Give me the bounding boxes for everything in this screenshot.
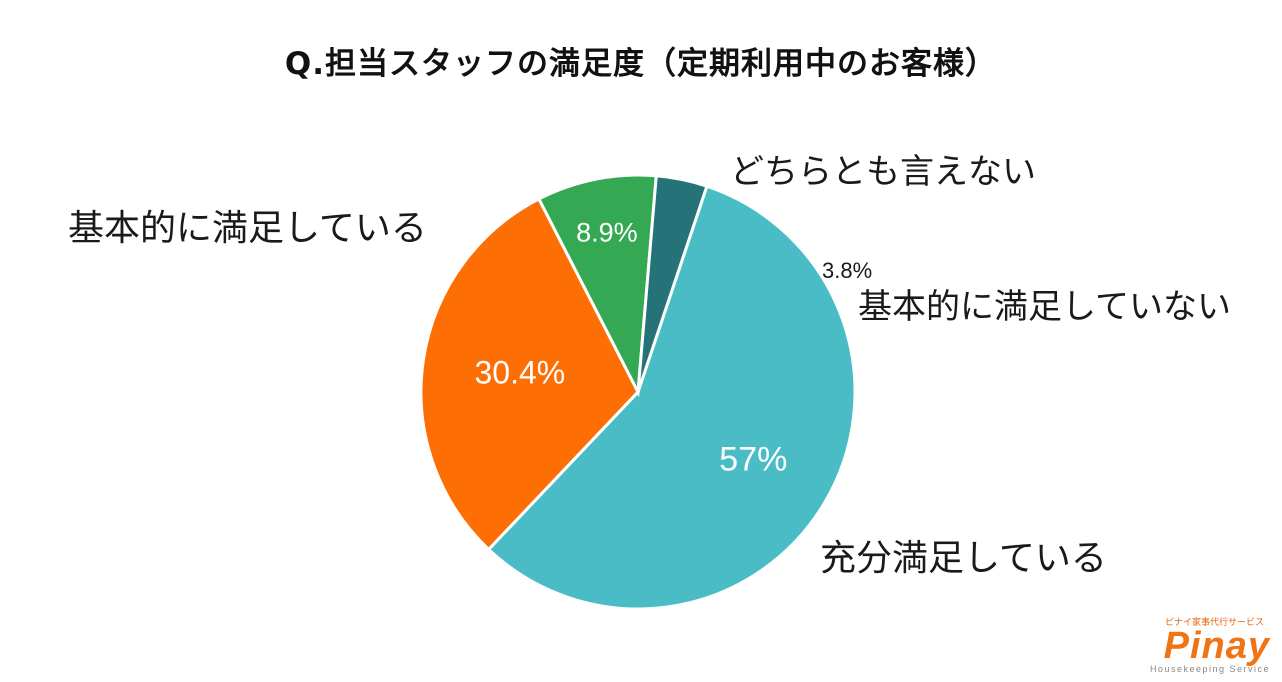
- pinay-logo: ピナイ家事代行サービス Pinay Housekeeping Service: [1130, 615, 1270, 674]
- logo-wordmark: Pinay: [1163, 625, 1270, 667]
- pie-slice-4: [636, 174, 709, 393]
- slice-category-label-4: 基本的に満足していない: [858, 287, 1231, 327]
- slice-value-label-4: 3.8%: [822, 258, 872, 283]
- slice-category-label-3: どちらとも言えない: [730, 152, 1036, 192]
- logo-subtitle: Housekeeping Service: [1149, 664, 1270, 674]
- slice-value-label-1: 57%: [719, 440, 787, 478]
- logo-tagline: ピナイ家事代行サービス: [1164, 618, 1264, 628]
- pie-slice-3: [536, 173, 658, 398]
- slice-value-label-3: 8.9%: [576, 218, 638, 248]
- slice-category-label-2: 基本的に満足している: [68, 208, 427, 249]
- chart-title: Q.担当スタッフの満足度（定期利用中のお客様）: [284, 46, 998, 82]
- pie-slice-1: [486, 184, 857, 611]
- slice-value-label-2: 30.4%: [474, 355, 565, 391]
- slice-category-label-1: 充分満足している: [820, 538, 1107, 579]
